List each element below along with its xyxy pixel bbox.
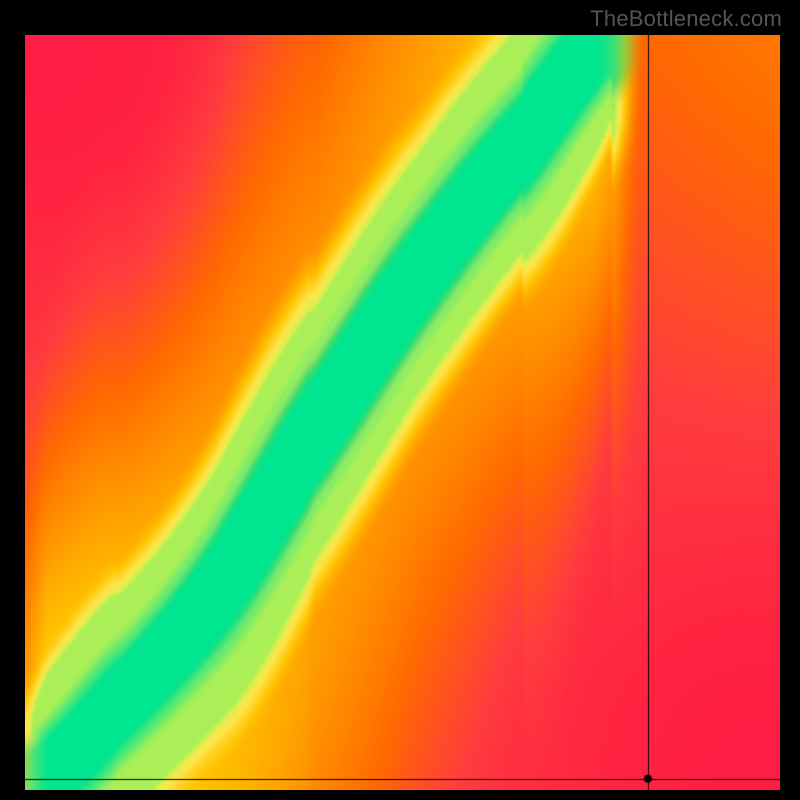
- overlay-canvas: [25, 35, 780, 790]
- watermark-text: TheBottleneck.com: [590, 6, 782, 32]
- chart-container: TheBottleneck.com: [0, 0, 800, 800]
